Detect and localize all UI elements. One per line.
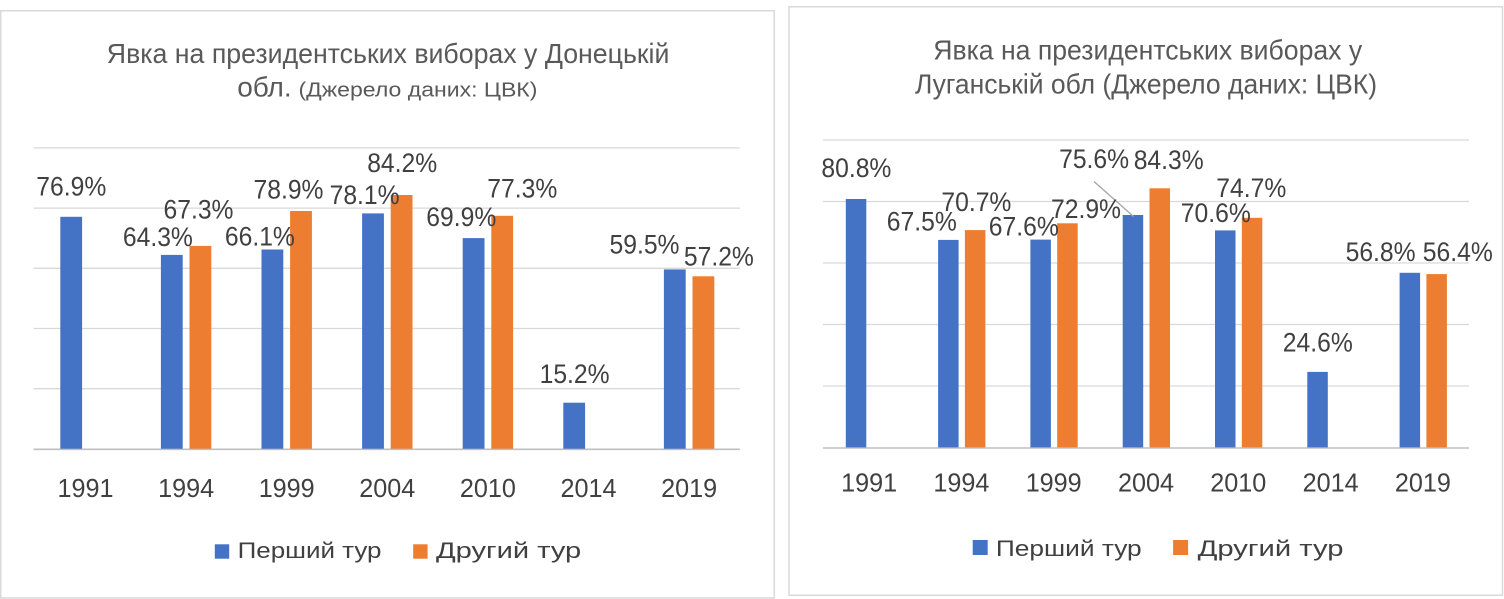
- svg-text:Перший тур: Перший тур: [238, 538, 382, 563]
- svg-text:Перший тур: Перший тур: [996, 536, 1142, 561]
- svg-text:78.1%: 78.1%: [330, 180, 400, 210]
- svg-text:66.1%: 66.1%: [225, 222, 295, 252]
- svg-text:2010: 2010: [460, 473, 516, 503]
- svg-text:2019: 2019: [1395, 468, 1451, 498]
- svg-text:70.7%: 70.7%: [941, 187, 1011, 217]
- svg-text:Явка на президентських виборах: Явка на президентських виборах у Донецьк…: [107, 38, 670, 69]
- svg-text:67.3%: 67.3%: [164, 194, 234, 224]
- svg-text:2014: 2014: [1303, 468, 1359, 498]
- svg-text:56.8%: 56.8%: [1346, 237, 1416, 267]
- svg-text:Другий тур: Другий тур: [436, 538, 581, 563]
- svg-text:Луганській обл (Джерело даних:: Луганській обл (Джерело даних: ЦВК): [915, 68, 1377, 99]
- svg-text:2019: 2019: [661, 473, 717, 503]
- svg-text:15.2%: 15.2%: [540, 359, 610, 389]
- svg-text:64.3%: 64.3%: [123, 222, 193, 252]
- svg-text:69.9%: 69.9%: [426, 202, 496, 232]
- svg-text:1999: 1999: [1026, 468, 1082, 498]
- svg-text:Другий тур: Другий тур: [1198, 536, 1344, 561]
- svg-text:70.6%: 70.6%: [1181, 198, 1251, 228]
- svg-text:2004: 2004: [359, 473, 415, 503]
- svg-text:72.9%: 72.9%: [1051, 194, 1121, 224]
- svg-text:1991: 1991: [841, 468, 897, 498]
- svg-text:24.6%: 24.6%: [1283, 327, 1353, 357]
- svg-text:2004: 2004: [1118, 468, 1174, 498]
- svg-text:56.4%: 56.4%: [1423, 237, 1493, 267]
- svg-text:2010: 2010: [1210, 468, 1266, 498]
- svg-text:59.5%: 59.5%: [610, 230, 680, 260]
- svg-text:74.7%: 74.7%: [1216, 173, 1286, 203]
- svg-text:Явка на президентських виборах: Явка на президентських виборах у: [933, 35, 1362, 66]
- svg-text:1999: 1999: [259, 473, 315, 503]
- svg-text:2014: 2014: [561, 473, 617, 503]
- svg-text:76.9%: 76.9%: [36, 171, 106, 201]
- svg-text:67.6%: 67.6%: [989, 212, 1059, 242]
- svg-text:обл.: обл.: [237, 71, 291, 102]
- svg-text:77.3%: 77.3%: [487, 173, 557, 203]
- svg-text:67.5%: 67.5%: [887, 206, 957, 236]
- svg-text:84.2%: 84.2%: [367, 148, 437, 178]
- svg-text:84.3%: 84.3%: [1134, 145, 1204, 175]
- svg-text:80.8%: 80.8%: [821, 153, 891, 183]
- svg-text:57.2%: 57.2%: [684, 242, 754, 272]
- svg-text:78.9%: 78.9%: [254, 174, 324, 204]
- svg-text:(Джерело даних: ЦВК): (Джерело даних: ЦВК): [299, 79, 538, 101]
- svg-text:1994: 1994: [933, 468, 989, 498]
- svg-text:1994: 1994: [158, 473, 214, 503]
- svg-text:75.6%: 75.6%: [1059, 144, 1129, 174]
- svg-text:1991: 1991: [58, 473, 114, 503]
